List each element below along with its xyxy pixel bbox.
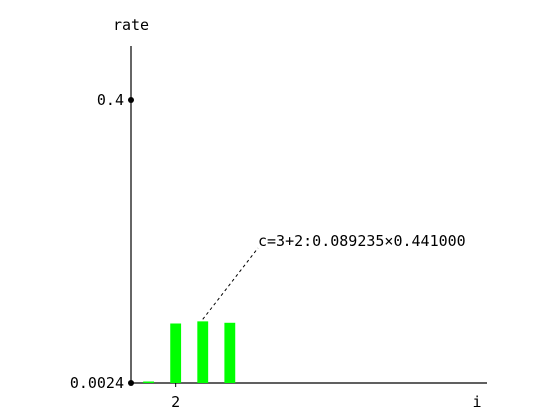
x-tick-label: 2 (171, 393, 180, 411)
y-axis-title: rate (113, 16, 149, 34)
x-axis-title: i (472, 393, 481, 411)
x-ticks: 2 (171, 383, 180, 411)
y-tick-mark (128, 380, 134, 386)
bars (143, 321, 236, 383)
annotation-leader (202, 247, 259, 320)
bar (197, 321, 209, 383)
bar (224, 322, 236, 383)
y-tick-mark (128, 97, 134, 103)
annotation-label: c=3+2:0.089235×0.441000 (258, 232, 466, 250)
y-tick-label: 0.0024 (70, 374, 124, 392)
annotation: c=3+2:0.089235×0.441000 (202, 232, 466, 320)
y-tick-label: 0.4 (97, 91, 124, 109)
y-ticks: 0.4 0.0024 (70, 91, 134, 392)
bar (170, 323, 182, 383)
bar (143, 381, 155, 383)
